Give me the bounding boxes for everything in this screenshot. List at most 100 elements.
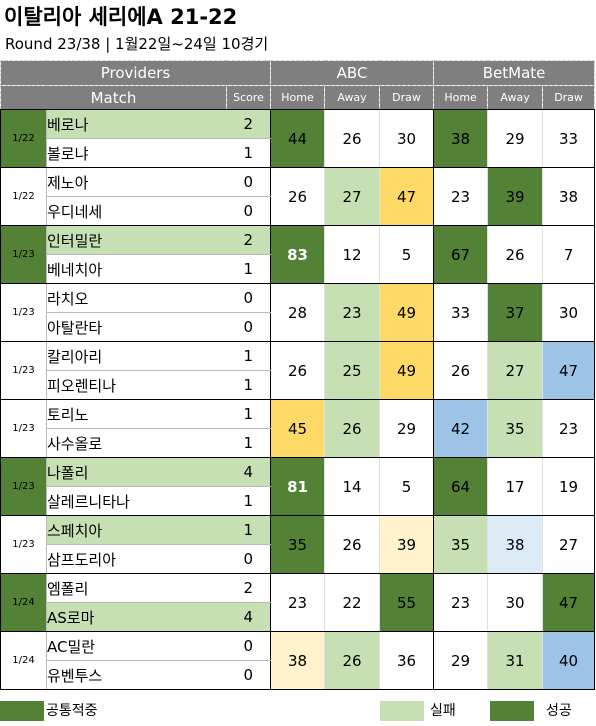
betmate-draw-odds: 27 — [542, 515, 596, 574]
abc-home-odds: 28 — [270, 283, 325, 342]
away-team: 아탈란타 — [46, 312, 227, 342]
away-team: 피오렌티나 — [46, 370, 227, 400]
match-row-top: 1/23 스페치아 1 35 26 39 35 38 27 — [0, 515, 596, 574]
abc-home-odds: 45 — [270, 399, 325, 458]
match-row-bottom: 삼프도리아 0 — [1, 544, 595, 574]
betmate-draw-odds: 23 — [542, 399, 596, 458]
score-header: Score — [225, 85, 272, 110]
legend-fail-label: 실패 — [430, 703, 456, 719]
home-team: 토리노 — [46, 399, 227, 429]
abc-draw-odds: 30 — [379, 109, 434, 168]
legend-success-label: 성공 — [546, 703, 572, 719]
abc-draw-odds: 47 — [379, 167, 434, 226]
match-row-top: 1/22 제노아 0 26 27 47 23 39 38 — [0, 167, 596, 226]
away-team: 삼프도리아 — [46, 544, 227, 574]
match-date: 1/23 — [0, 283, 47, 342]
betmate-draw-odds: 30 — [542, 283, 596, 342]
abc-home-odds: 44 — [270, 109, 325, 168]
away-score: 0 — [226, 312, 272, 342]
betmate-away-odds: 27 — [487, 341, 543, 400]
home-score: 0 — [226, 283, 272, 313]
abc-draw-odds: 49 — [379, 341, 434, 400]
match-date: 1/23 — [0, 225, 47, 284]
match-date: 1/22 — [0, 167, 47, 226]
away-team: 살레르니타나 — [46, 486, 227, 516]
betmate-home-odds: 23 — [433, 573, 488, 632]
match-date: 1/23 — [0, 515, 47, 574]
away-team: 우디네세 — [46, 196, 227, 226]
match-date: 1/23 — [0, 457, 47, 516]
home-score: 2 — [226, 573, 272, 603]
betmate-away-odds: 37 — [487, 283, 543, 342]
betmate-home-odds: 64 — [433, 457, 488, 516]
abc-home-odds: 23 — [270, 573, 325, 632]
betmate-away-odds: 26 — [487, 225, 543, 284]
betmate-away-odds: 38 — [487, 515, 543, 574]
home-team: 베로나 — [46, 109, 227, 139]
betmate-home-header: Home — [433, 85, 489, 110]
home-team: 엠폴리 — [46, 573, 227, 603]
match-row-bottom: 유벤투스 0 — [1, 660, 595, 690]
abc-away-odds: 27 — [324, 167, 380, 226]
abc-draw-odds: 39 — [379, 515, 434, 574]
betmate-home-odds: 42 — [433, 399, 488, 458]
betmate-away-odds: 30 — [487, 573, 543, 632]
away-team: AS로마 — [46, 602, 227, 632]
betmate-draw-odds: 47 — [542, 573, 596, 632]
away-score: 0 — [226, 660, 272, 690]
abc-home-odds: 26 — [270, 167, 325, 226]
match-row-top: 1/24 엠폴리 2 23 22 55 23 30 47 — [0, 573, 596, 632]
odds-table: Providers ABC BetMate Match Score Home A… — [0, 60, 596, 690]
match-row-top: 1/23 인터밀란 2 83 12 5 67 26 7 — [0, 225, 596, 284]
betmate-home-odds: 33 — [433, 283, 488, 342]
betmate-away-header: Away — [487, 85, 544, 110]
betmate-draw-odds: 19 — [542, 457, 596, 516]
abc-away-odds: 26 — [324, 515, 380, 574]
betmate-draw-odds: 7 — [542, 225, 596, 284]
abc-away-odds: 12 — [324, 225, 380, 284]
abc-away-odds: 26 — [324, 109, 380, 168]
away-score: 1 — [226, 486, 272, 516]
away-score: 1 — [226, 428, 272, 458]
away-score: 4 — [226, 602, 272, 632]
home-score: 0 — [226, 631, 272, 661]
home-score: 0 — [226, 167, 272, 197]
home-team: 인터밀란 — [46, 225, 227, 255]
abc-home-odds: 83 — [270, 225, 325, 284]
betmate-away-odds: 35 — [487, 399, 543, 458]
abc-away-odds: 25 — [324, 341, 380, 400]
match-header: Match — [0, 85, 227, 110]
abc-away-odds: 22 — [324, 573, 380, 632]
home-team: AC밀란 — [46, 631, 227, 661]
betmate-away-odds: 29 — [487, 109, 543, 168]
abc-away-odds: 26 — [324, 631, 380, 690]
match-row-top: 1/23 나폴리 4 81 14 5 64 17 19 — [0, 457, 596, 516]
match-row-bottom: AS로마 4 — [1, 602, 595, 632]
home-team: 칼리아리 — [46, 341, 227, 371]
legend-common-label: 공통적중 — [46, 703, 98, 719]
abc-draw-odds: 36 — [379, 631, 434, 690]
home-team: 제노아 — [46, 167, 227, 197]
away-score: 1 — [226, 138, 272, 168]
betmate-away-odds: 31 — [487, 631, 543, 690]
away-score: 0 — [226, 196, 272, 226]
away-team: 베네치아 — [46, 254, 227, 284]
abc-draw-odds: 5 — [379, 457, 434, 516]
round-subtitle: Round 23/38 | 1월22일~24일 10경기 — [5, 35, 269, 53]
match-row-top: 1/23 라치오 0 28 23 49 33 37 30 — [0, 283, 596, 342]
away-team: 사수올로 — [46, 428, 227, 458]
legend: 공통적중 실패 성공 — [0, 701, 596, 723]
match-row-bottom: 아탈란타 0 — [1, 312, 595, 342]
abc-draw-odds: 5 — [379, 225, 434, 284]
abc-away-odds: 23 — [324, 283, 380, 342]
abc-draw-odds: 55 — [379, 573, 434, 632]
match-date: 1/23 — [0, 399, 47, 458]
abc-home-odds: 81 — [270, 457, 325, 516]
abc-home-odds: 38 — [270, 631, 325, 690]
match-date: 1/24 — [0, 631, 47, 690]
home-score: 4 — [226, 457, 272, 487]
betmate-draw-odds: 40 — [542, 631, 596, 690]
provider-abc-header: ABC — [270, 60, 435, 86]
match-date: 1/22 — [0, 109, 47, 168]
abc-away-header: Away — [324, 85, 381, 110]
